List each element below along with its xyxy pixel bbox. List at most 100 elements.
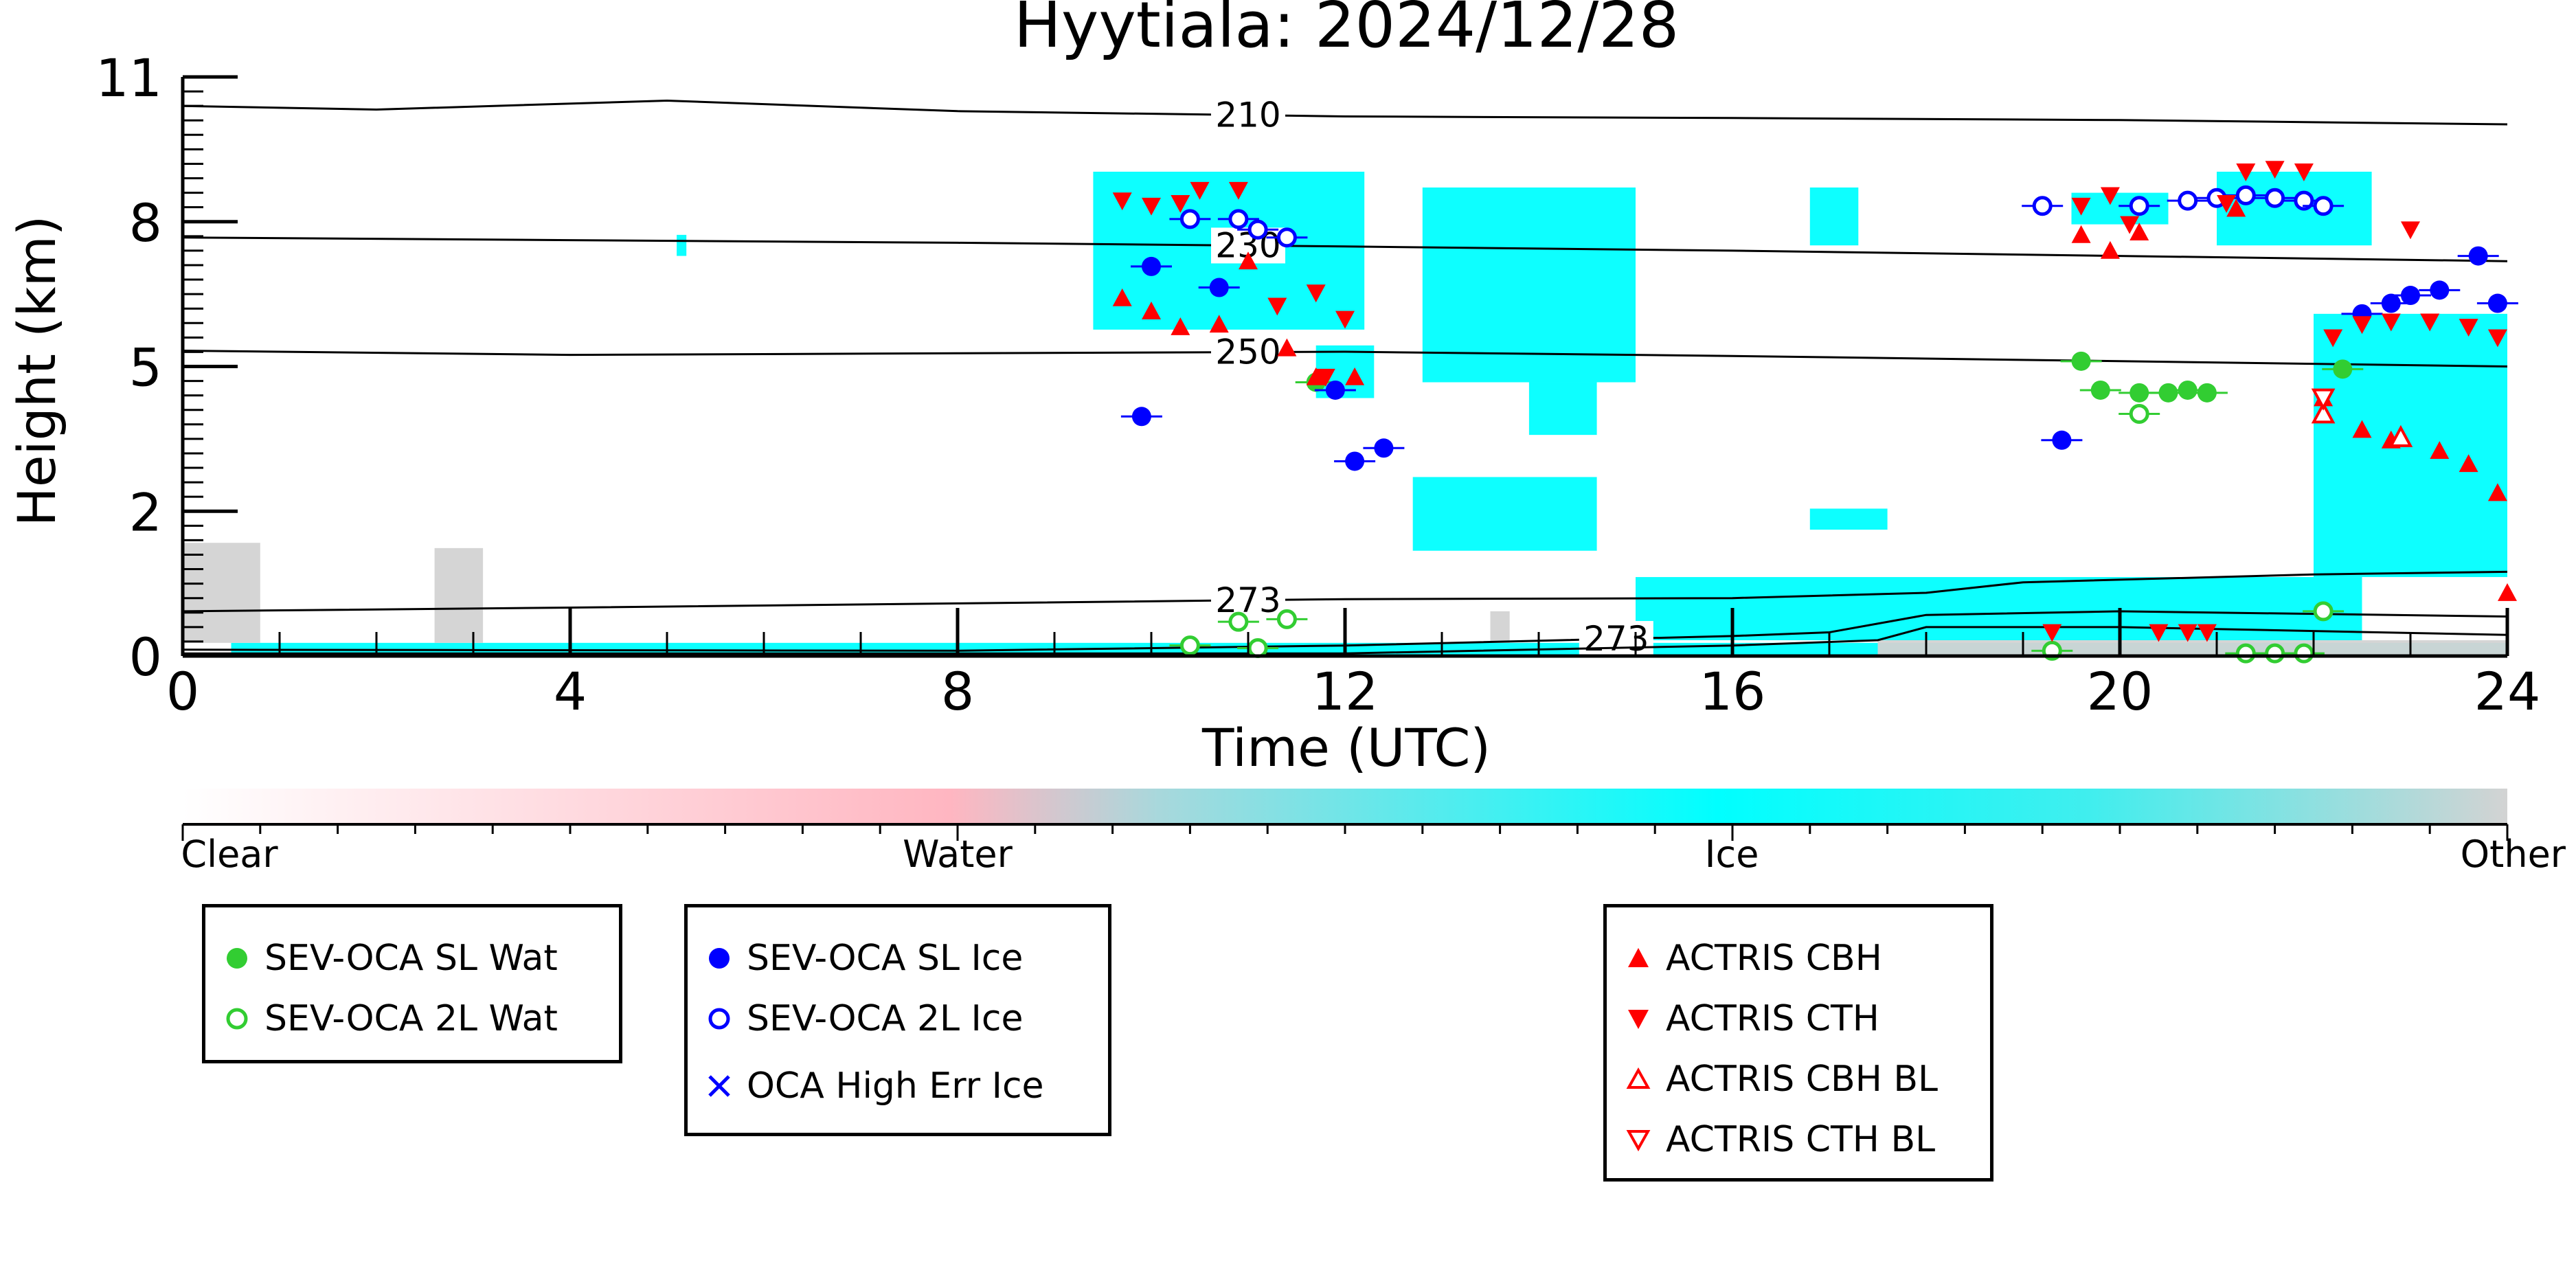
contour-label-3: 273 [1215,580,1280,620]
ice-cloud-region-3 [1528,382,1597,436]
ice-cloud-region-2 [1422,187,1636,383]
sev-oca-2l-ice-point-11 [2313,196,2334,216]
sev-oca-sl-ice-point-10 [2430,280,2450,300]
sev-oca-2l-wat-point-2 [1247,638,1268,659]
actris-cth-point-14 [2265,161,2285,179]
sev-oca-2l-wat-point-4 [2129,403,2149,424]
legend-label: ACTRIS CTH BL [1666,1119,1936,1160]
y-tick-label-4: 11 [95,47,162,109]
actris-cth-point-26 [2042,624,2062,642]
contour-label-bg-3 [1211,582,1285,618]
sev-oca-2l-ice-point-4 [2032,196,2053,216]
actris-cbh-point-9 [2100,240,2120,259]
actris-cth-point-16 [2323,329,2343,348]
actris-cth-point-25 [2197,624,2217,642]
hollow-triangle-down-icon [1626,1130,1651,1152]
actris-cbh-bl-point-0 [2311,401,2336,424]
contour-label-bg-2 [1211,334,1285,370]
retrieval-markers [1112,161,2518,664]
cross-icon [708,1075,730,1097]
colorbar-label-ice: Ice [1705,833,1759,876]
x-tick-label-6: 24 [2474,661,2541,722]
legend-label: SEV-OCA 2L Wat [264,998,558,1039]
actris-cth-point-5 [1267,297,1287,316]
y-tick-label-3: 8 [129,192,162,253]
hollow-triangle-up-icon [1626,1067,1651,1089]
sev-oca-sl-ice-point-4 [1345,451,1365,471]
legend-actris: ACTRIS CBH ACTRIS CTH ACTRIS CBH BL ACTR… [1603,904,1993,1182]
sev-oca-sl-ice-point-11 [2468,246,2488,266]
actris-cth-point-9 [2071,197,2091,216]
legend-item-cth-bl: ACTRIS CTH BL [1623,1119,1935,1160]
sev-oca-sl-wat-point-5 [2178,380,2197,400]
sev-oca-2l-ice-point-3 [1276,227,1297,248]
actris-cth-point-12 [2217,195,2237,213]
sev-oca-2l-ice-point-6 [2178,190,2198,211]
x-axis-label: Time (UTC) [1201,717,1491,778]
sev-oca-sl-ice-point-3 [1325,380,1345,400]
contour-line-3 [182,570,2508,613]
sev-oca-sl-ice-point-9 [2401,286,2420,306]
legend-item-cbh: ACTRIS CBH [1623,938,1882,979]
hollow-circle-icon [708,1008,730,1030]
actris-cth-point-21 [2487,329,2507,348]
actris-cbh-point-15 [2430,441,2450,460]
filled-circle-icon [227,948,247,969]
actris-cth-point-22 [2401,221,2420,240]
legend-item-cbh-bl: ACTRIS CBH BL [1623,1059,1938,1100]
actris-cbh-point-5 [1277,338,1297,357]
filled-triangle-up-icon [1628,948,1649,967]
contour-label-0: 210 [1215,95,1280,135]
actris-cbh-point-0 [1112,288,1132,306]
ice-cloud-region-5 [1809,508,1888,530]
actris-cth-bl-point-0 [2311,388,2336,411]
sev-oca-2l-wat-point-7 [2265,643,2285,664]
legend-label: OCA High Err Ice [747,1065,1044,1107]
sev-oca-sl-wat-point-6 [2197,383,2217,403]
actris-cth-point-18 [2381,313,2401,332]
legend-water: SEV-OCA SL Wat SEV-OCA 2L Wat [202,904,622,1063]
y-tick-label-1: 2 [129,482,162,543]
actris-cth-point-15 [2294,163,2314,181]
actris-cbh-point-18 [2498,583,2517,601]
contour-label-4: 273 [1583,619,1649,659]
contour-label-bg-4 [1579,621,1653,657]
other-cloud-region-2 [1490,611,1510,643]
colorbar-label-clear: Clear [181,833,278,876]
sev-oca-2l-ice-point-5 [2129,196,2149,216]
sev-oca-2l-ice-point-9 [2265,188,2285,208]
actris-cth-point-8 [1315,368,1335,387]
actris-cth-point-13 [2236,163,2256,181]
colorbar: Clear Water Ice Other [181,789,2566,876]
actris-cth-point-7 [1335,310,1355,329]
sev-oca-sl-wat-point-2 [2090,380,2110,400]
sev-oca-2l-ice-point-10 [2294,190,2314,211]
sev-oca-2l-ice-point-1 [1228,209,1249,229]
legend-item-sl-wat: SEV-OCA SL Wat [222,938,558,979]
sev-oca-sl-ice-point-8 [2381,293,2401,313]
x-tick-label-3: 12 [1312,661,1379,722]
sev-oca-2l-ice-point-2 [1247,219,1268,240]
legend-item-sl-ice: SEV-OCA SL Ice [704,938,1023,979]
other-cloud-region-3 [1877,640,2507,656]
actris-cth-point-2 [1171,195,1190,213]
legend-label: ACTRIS CTH [1666,998,1879,1039]
filled-triangle-down-icon [1628,1010,1649,1029]
ice-cloud-region-11 [2071,192,2169,225]
actris-cbh-point-6 [1306,367,1326,385]
actris-cth-point-17 [2352,316,2372,335]
sev-oca-sl-ice-point-6 [2052,430,2072,450]
contour-line-0 [182,99,2508,126]
actris-cbh-point-13 [2352,420,2372,438]
sev-oca-2l-ice-point-0 [1179,209,1200,229]
actris-cth-point-1 [1142,197,1161,216]
actris-cth-point-11 [2120,216,2140,234]
sev-oca-2l-wat-point-6 [2235,643,2256,664]
x-tick-label-0: 0 [166,661,199,722]
sev-oca-sl-wat-point-4 [2158,383,2178,403]
sev-oca-sl-ice-point-0 [1131,407,1151,427]
ice-cloud-region-7 [677,234,687,256]
colorbar-label-water: Water [903,833,1013,876]
sev-oca-2l-wat-point-5 [2313,601,2334,622]
